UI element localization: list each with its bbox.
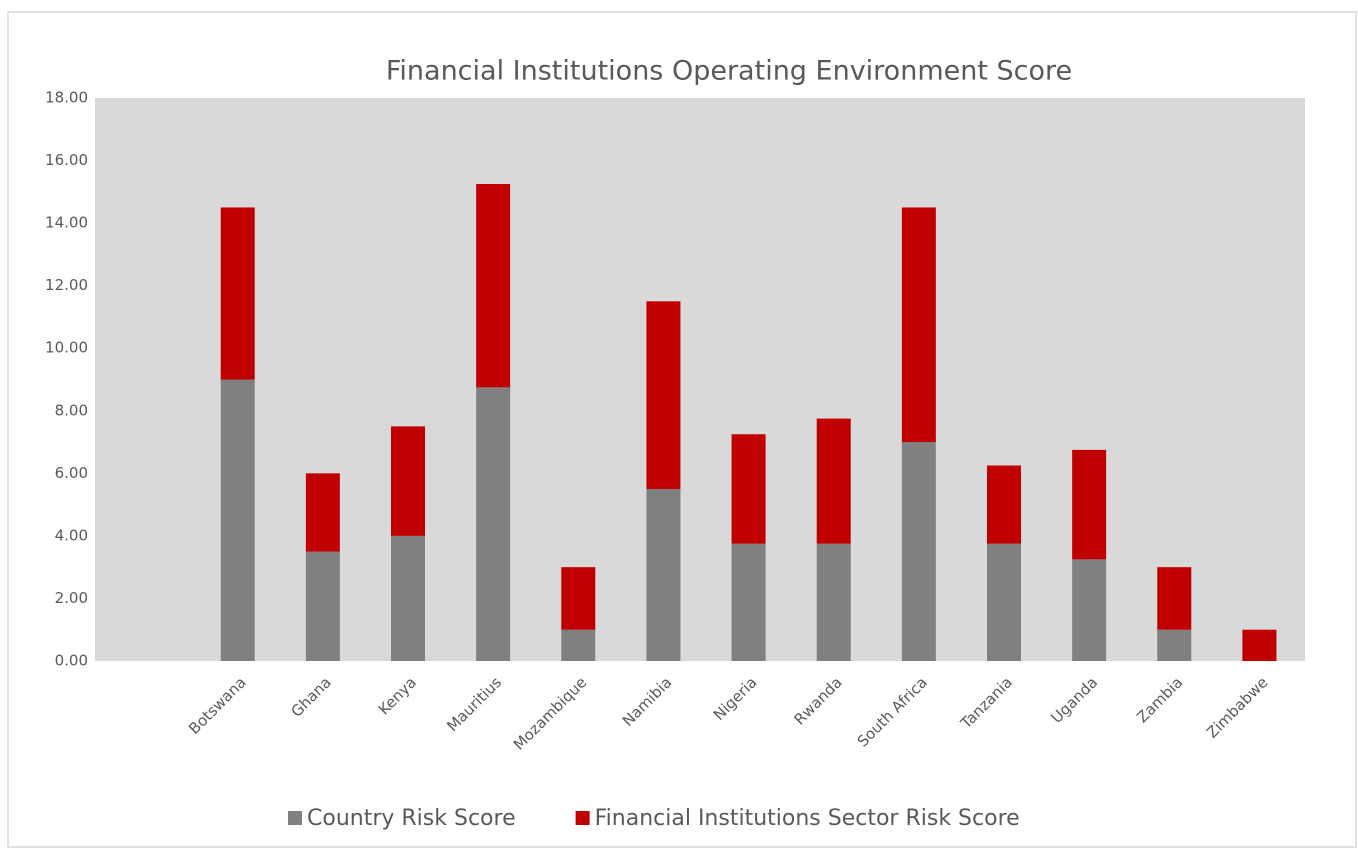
bar-segment	[561, 567, 596, 630]
y-tick-label: 12.00	[45, 276, 88, 294]
bar-segment	[646, 301, 681, 489]
bar-segment	[731, 543, 766, 661]
legend-swatch	[288, 811, 302, 825]
y-tick-label: 14.00	[45, 214, 88, 232]
bar-segment	[305, 551, 340, 661]
bar-segment	[476, 387, 511, 661]
legend-swatch	[575, 811, 590, 825]
y-tick-label: 18.00	[45, 89, 88, 107]
y-tick-label: 6.00	[55, 464, 88, 482]
bar-segment	[987, 543, 1021, 661]
bar-segment	[1157, 567, 1192, 630]
bar-segment	[305, 473, 340, 552]
bar-segment	[391, 426, 425, 536]
y-tick-label: 4.00	[55, 526, 88, 544]
bar-segment	[901, 442, 936, 661]
bar-segment	[1072, 449, 1107, 560]
bar-segment	[220, 379, 255, 661]
bar-segment	[561, 629, 596, 661]
bar-segment	[220, 207, 255, 380]
plot-area	[95, 98, 1305, 661]
y-tick-label: 0.00	[55, 652, 88, 670]
bar-segment	[816, 418, 851, 544]
bar-segment	[816, 543, 851, 661]
chart-title: Financial Institutions Operating Environ…	[386, 56, 1072, 87]
y-tick-label: 2.00	[55, 589, 88, 607]
y-tick-label: 10.00	[45, 339, 88, 357]
bar-segment	[901, 207, 936, 443]
y-tick-label: 8.00	[55, 401, 88, 419]
bar-segment	[1072, 559, 1107, 661]
bar-segment	[391, 535, 425, 661]
legend-label: Financial Institutions Sector Risk Score	[595, 806, 1020, 831]
bar-segment	[987, 465, 1021, 544]
bar-segment	[646, 488, 681, 661]
bar-segment	[1242, 629, 1277, 661]
bar-segment	[1157, 629, 1192, 661]
bar-segment	[476, 184, 511, 388]
y-tick-label: 16.00	[45, 151, 88, 169]
bar-segment	[731, 434, 766, 544]
legend-label: Country Risk Score	[307, 806, 516, 831]
